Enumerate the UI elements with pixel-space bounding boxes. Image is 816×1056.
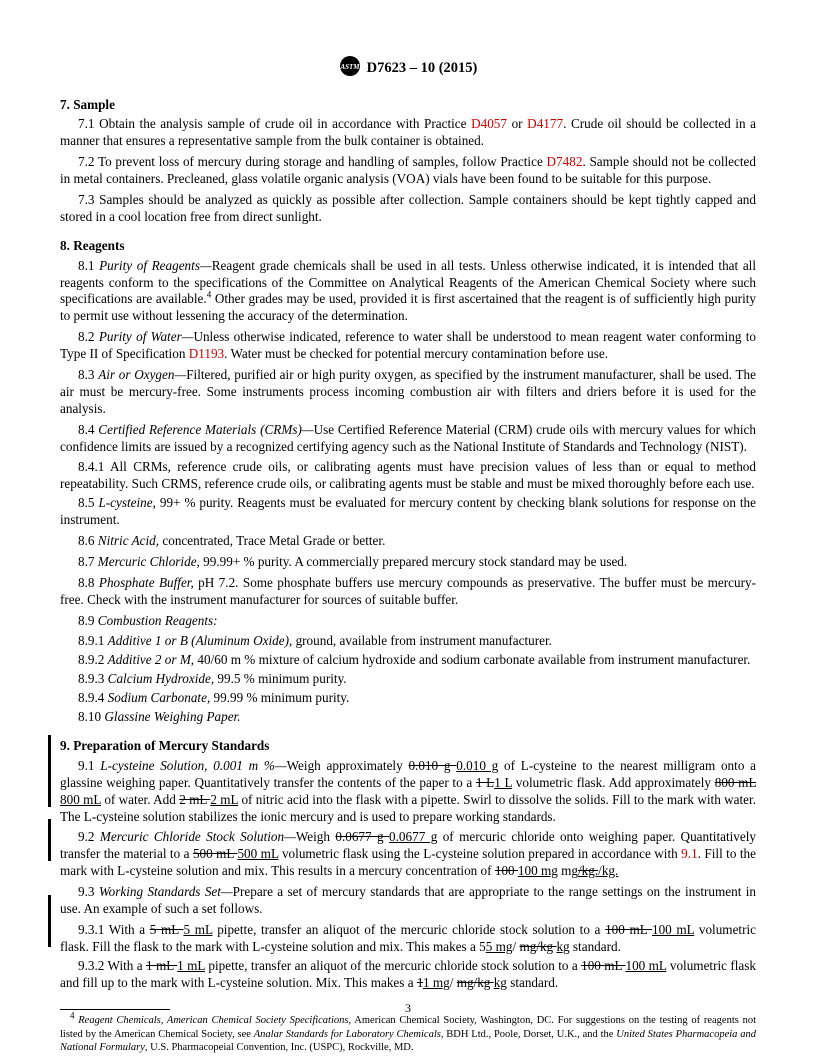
link-9-1[interactable]: 9.1 (681, 846, 697, 861)
clause-8-3: 8.3 Air or Oxygen—Filtered, purified air… (60, 367, 756, 418)
page-number: 3 (0, 1001, 816, 1016)
clause-8-1: 8.1 Purity of Reagents—Reagent grade che… (60, 258, 756, 326)
clause-9-3-1: 9.3.1 With a 5 mL 5 mL pipette, transfer… (60, 922, 756, 956)
clause-8-7: 8.7 Mercuric Chloride, 99.99+ % purity. … (60, 554, 756, 571)
clause-8-9-2: 8.9.2 Additive 2 or M, 40/60 m % mixture… (60, 652, 756, 669)
link-d7482[interactable]: D7482 (547, 154, 583, 169)
clause-9-1: 9.1 L-cysteine Solution, 0.001 m %—Weigh… (60, 758, 756, 826)
page: ASTM D7623 – 10 (2015) 7. Sample 7.1 Obt… (0, 0, 816, 1056)
designation-text: D7623 – 10 (2015) (367, 60, 478, 76)
change-bar (48, 735, 51, 807)
footnote-4: 4 Reagent Chemicals, American Chemical S… (60, 1014, 756, 1053)
clause-8-9-3: 8.9.3 Calcium Hydroxide, 99.5 % minimum … (60, 671, 756, 688)
clause-8-10: 8.10 Glassine Weighing Paper. (60, 709, 756, 726)
clause-8-4: 8.4 Certified Reference Materials (CRMs)… (60, 422, 756, 456)
clause-8-8: 8.8 Phosphate Buffer, pH 7.2. Some phosp… (60, 575, 756, 609)
link-d4057[interactable]: D4057 (471, 116, 507, 131)
clause-8-6: 8.6 Nitric Acid, concentrated, Trace Met… (60, 533, 756, 550)
section-7-title: 7. Sample (60, 97, 756, 114)
astm-logo: ASTM (339, 55, 361, 83)
svg-text:ASTM: ASTM (339, 63, 360, 71)
clause-8-2: 8.2 Purity of Water—Unless otherwise ind… (60, 329, 756, 363)
clause-9-3-2: 9.3.2 With a 1 mL 1 mL pipette, transfer… (60, 958, 756, 992)
clause-7-1: 7.1 Obtain the analysis sample of crude … (60, 116, 756, 150)
clause-7-3: 7.3 Samples should be analyzed as quickl… (60, 192, 756, 226)
document-header: ASTM D7623 – 10 (2015) (60, 55, 756, 83)
clause-8-5: 8.5 L-cysteine, 99+ % purity. Reagents m… (60, 495, 756, 529)
change-bar (48, 895, 51, 947)
clause-7-2: 7.2 To prevent loss of mercury during st… (60, 154, 756, 188)
link-d4177[interactable]: D4177 (527, 116, 563, 131)
clause-8-9-4: 8.9.4 Sodium Carbonate, 99.99 % minimum … (60, 690, 756, 707)
section-9-title: 9. Preparation of Mercury Standards (60, 738, 756, 755)
section-8-title: 8. Reagents (60, 238, 756, 255)
clause-8-4-1: 8.4.1 All CRMs, reference crude oils, or… (60, 459, 756, 493)
clause-8-9-1: 8.9.1 Additive 1 or B (Aluminum Oxide), … (60, 633, 756, 650)
clause-9-3: 9.3 Working Standards Set—Prepare a set … (60, 884, 756, 918)
clause-8-9: 8.9 Combustion Reagents: (60, 613, 756, 630)
clause-9-2: 9.2 Mercuric Chloride Stock Solution—Wei… (60, 829, 756, 880)
link-d1193[interactable]: D1193 (189, 346, 224, 361)
change-bar (48, 819, 51, 861)
